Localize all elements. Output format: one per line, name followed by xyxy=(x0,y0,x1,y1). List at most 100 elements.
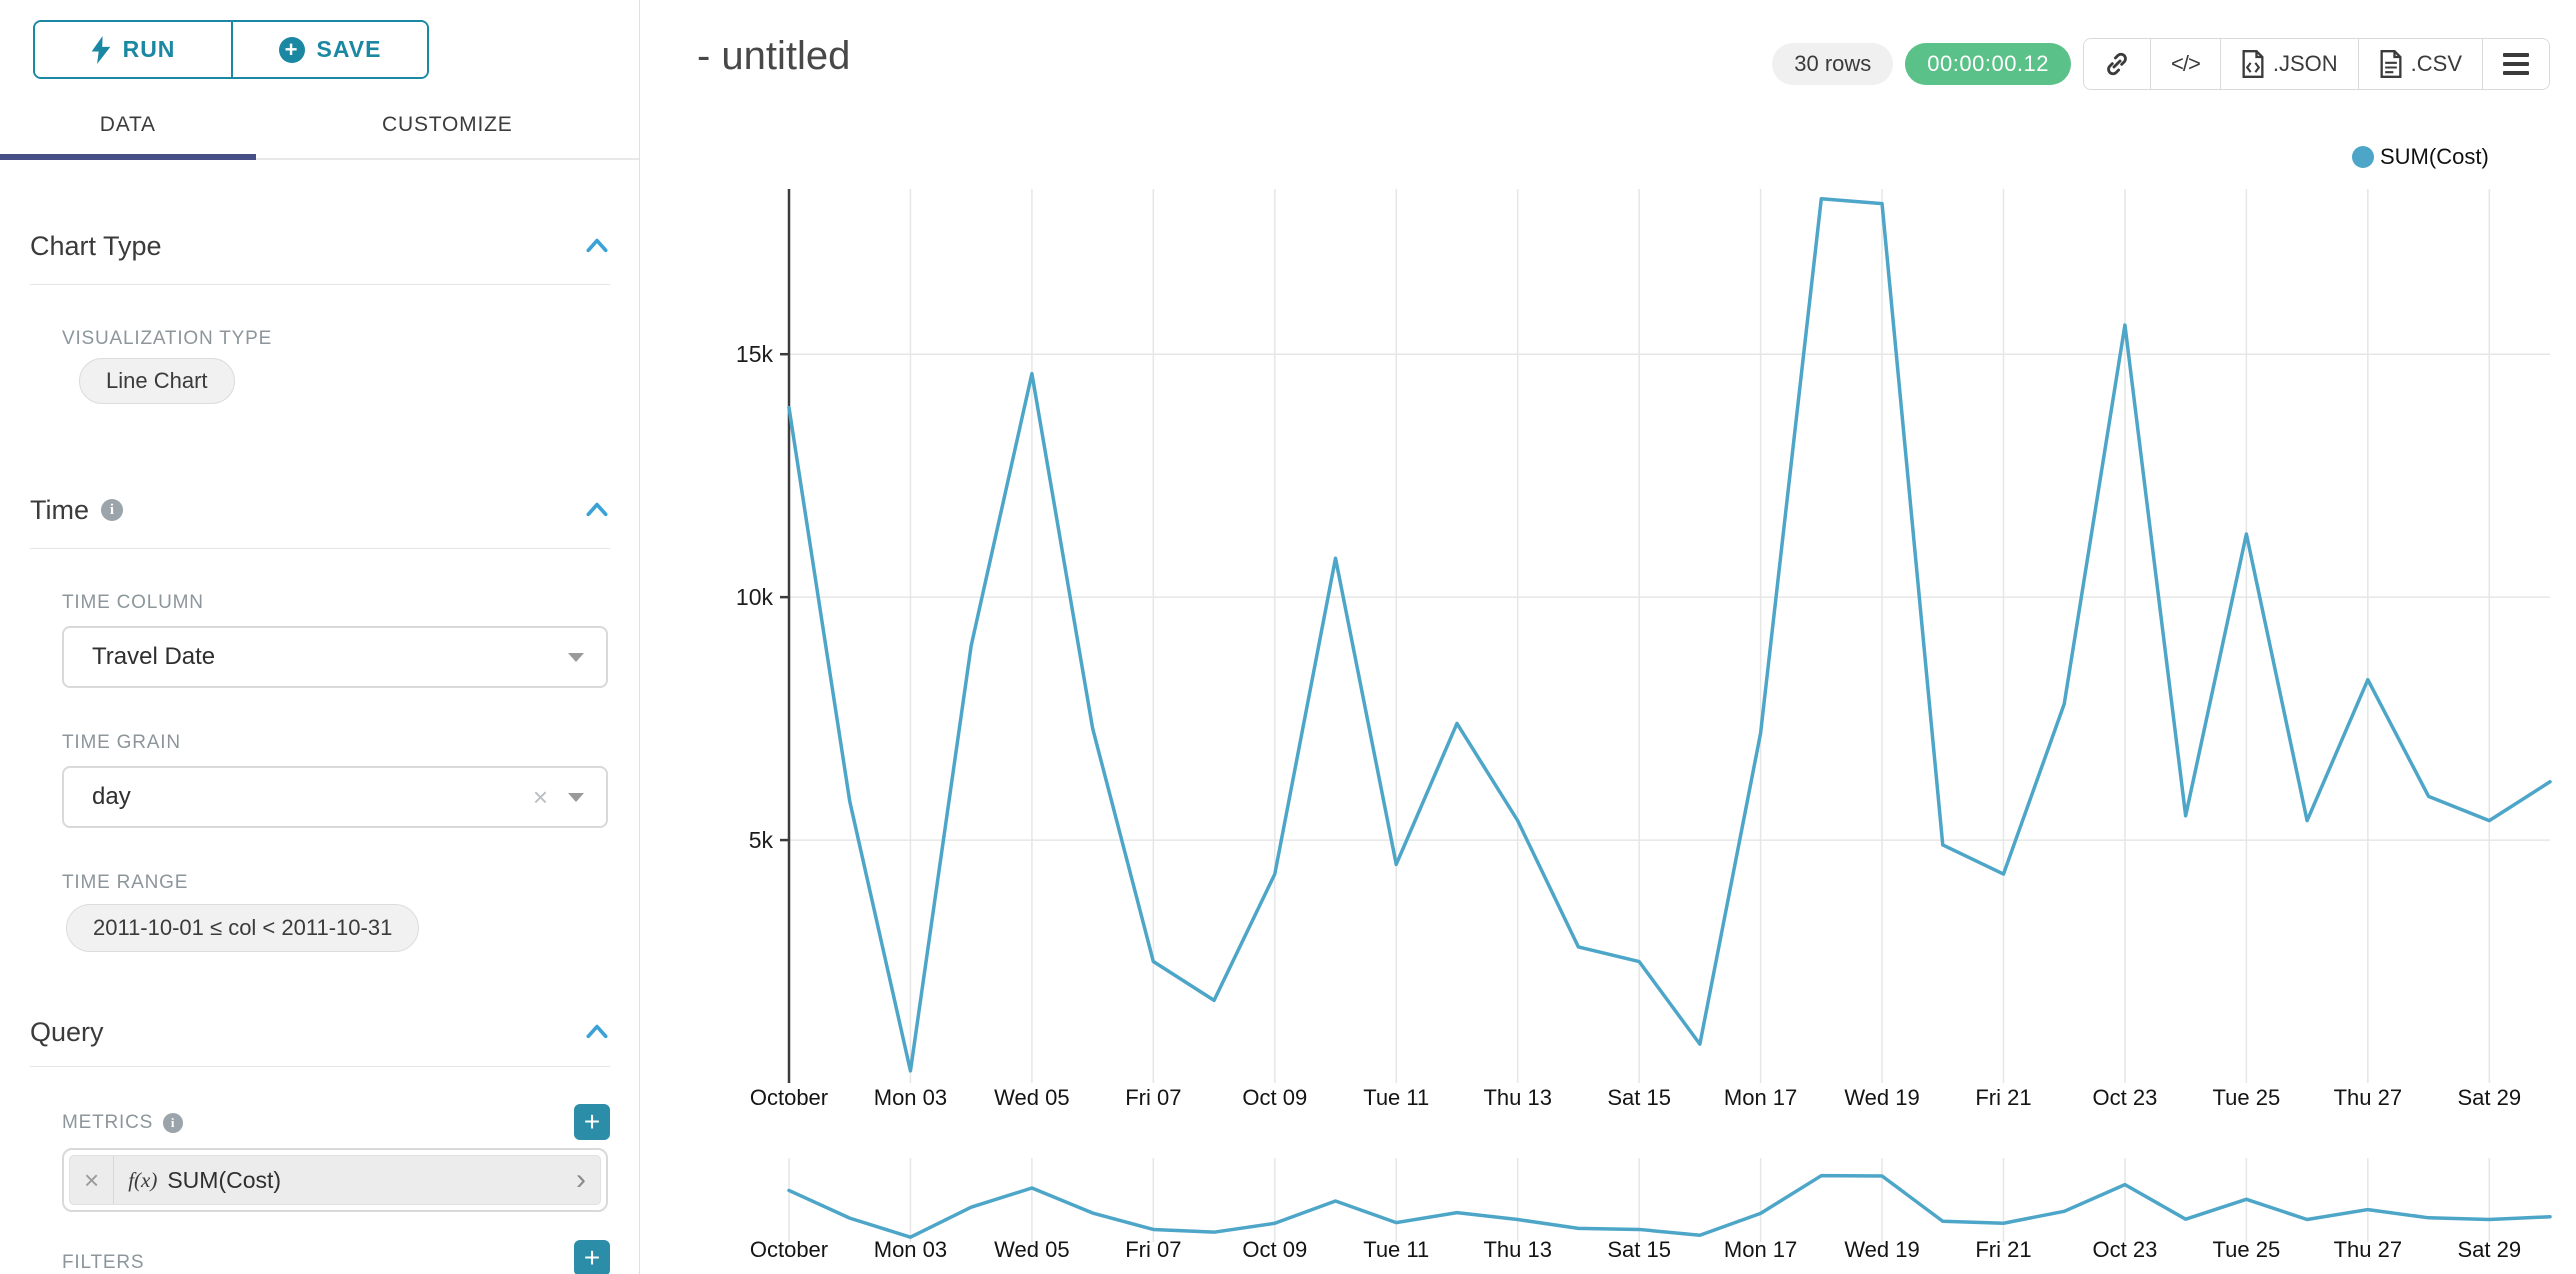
add-filter-button[interactable]: + xyxy=(574,1240,610,1274)
viz-type-pill[interactable]: Line Chart xyxy=(79,358,235,404)
svg-text:Thu 27: Thu 27 xyxy=(2334,1237,2403,1262)
svg-text:Mon 17: Mon 17 xyxy=(1724,1085,1797,1110)
add-metric-button[interactable]: + xyxy=(574,1104,610,1140)
chevron-up-icon[interactable] xyxy=(584,499,610,521)
series-layer xyxy=(787,196,2552,1073)
tab-data-label: DATA xyxy=(99,113,156,136)
svg-text:Fri 21: Fri 21 xyxy=(1975,1085,2031,1110)
context-brush-layer[interactable] xyxy=(787,1173,2552,1239)
control-panel-sidebar: RUN + SAVE DATA CUSTOMIZE Chart Type VIS… xyxy=(0,0,640,1274)
time-range-label: TIME RANGE xyxy=(62,872,189,893)
json-file-icon xyxy=(2242,50,2264,78)
chevron-up-icon[interactable] xyxy=(584,1021,610,1043)
svg-text:10k: 10k xyxy=(736,584,774,610)
chart-type-section-header[interactable]: Chart Type xyxy=(30,228,610,264)
svg-text:Fri 07: Fri 07 xyxy=(1125,1085,1181,1110)
chart-toolbar: 30 rows 00:00:00.12 </> xyxy=(1772,38,2550,90)
svg-text:Thu 13: Thu 13 xyxy=(1483,1085,1552,1110)
chart-menu-button[interactable] xyxy=(2482,39,2549,89)
svg-text:Fri 07: Fri 07 xyxy=(1125,1237,1181,1262)
csv-file-icon xyxy=(2380,50,2402,78)
svg-text:Sat 29: Sat 29 xyxy=(2457,1237,2521,1262)
svg-text:Tue 11: Tue 11 xyxy=(1363,1237,1429,1262)
view-query-button[interactable]: </> xyxy=(2150,39,2220,89)
tab-data[interactable]: DATA xyxy=(0,92,256,160)
row-count-badge: 30 rows xyxy=(1772,43,1894,85)
svg-text:Tue 11: Tue 11 xyxy=(1363,1085,1429,1110)
legend-swatch xyxy=(2352,146,2374,168)
svg-text:Wed 19: Wed 19 xyxy=(1844,1085,1919,1110)
time-column-select[interactable]: Travel Date xyxy=(62,626,608,688)
time-section-title: Time xyxy=(30,494,89,525)
export-csv-button[interactable]: .CSV xyxy=(2357,39,2482,89)
caret-down-icon[interactable] xyxy=(568,792,584,802)
svg-text:Oct 23: Oct 23 xyxy=(2093,1085,2158,1110)
plus-circle-icon: + xyxy=(278,36,305,63)
svg-text:October: October xyxy=(750,1237,828,1262)
svg-text:Wed 05: Wed 05 xyxy=(994,1237,1069,1262)
svg-text:Sat 15: Sat 15 xyxy=(1607,1085,1671,1110)
svg-text:Thu 27: Thu 27 xyxy=(2334,1085,2403,1110)
link-icon xyxy=(2107,52,2127,76)
time-range-pill[interactable]: 2011-10-01 ≤ col < 2011-10-31 xyxy=(66,904,420,952)
svg-text:October: October xyxy=(750,1085,828,1110)
svg-text:Tue 25: Tue 25 xyxy=(2213,1085,2281,1110)
query-section-header[interactable]: Query xyxy=(30,1014,610,1050)
legend-item[interactable]: SUM(Cost) xyxy=(2352,144,2489,170)
svg-text:Sat 15: Sat 15 xyxy=(1607,1237,1671,1262)
caret-down-icon[interactable] xyxy=(568,652,584,662)
chevron-up-icon[interactable] xyxy=(584,235,610,257)
divider xyxy=(113,1156,115,1204)
svg-text:Tue 25: Tue 25 xyxy=(2213,1237,2281,1262)
bolt-icon xyxy=(91,35,110,64)
code-icon: </> xyxy=(2171,51,2201,76)
chart-type-section-title: Chart Type xyxy=(30,230,162,261)
clear-icon[interactable]: × xyxy=(532,782,548,812)
svg-text:Oct 23: Oct 23 xyxy=(2093,1237,2158,1262)
short-link-button[interactable] xyxy=(2084,39,2151,89)
export-json-button[interactable]: .JSON xyxy=(2219,39,2358,89)
remove-metric-icon[interactable]: × xyxy=(84,1164,100,1195)
svg-text:Mon 03: Mon 03 xyxy=(874,1237,947,1262)
metrics-label-text: METRICS xyxy=(62,1112,154,1133)
panel-tabs: DATA CUSTOMIZE xyxy=(0,92,639,160)
chart-svg[interactable]: October October Mon 03 Mon 03 Wed 05 Wed 05 Fr… xyxy=(640,120,2576,1274)
time-column-label: TIME COLUMN xyxy=(62,592,204,613)
info-icon: i xyxy=(163,1113,184,1133)
query-timer-badge: 00:00:00.12 xyxy=(1905,43,2072,85)
query-section-title: Query xyxy=(30,1016,104,1047)
svg-text:Wed 05: Wed 05 xyxy=(994,1085,1069,1110)
export-csv-label: .CSV xyxy=(2410,51,2462,76)
tab-customize-label: CUSTOMIZE xyxy=(382,113,513,136)
info-icon: i xyxy=(101,499,123,521)
svg-text:Mon 17: Mon 17 xyxy=(1724,1237,1797,1262)
time-range-value: 2011-10-01 ≤ col < 2011-10-31 xyxy=(93,915,393,940)
menu-icon xyxy=(2503,53,2529,75)
chart-title[interactable]: - untitled xyxy=(697,34,851,78)
time-section-header[interactable]: Time i xyxy=(30,492,610,528)
save-button[interactable]: + SAVE xyxy=(231,22,427,77)
metric-pill[interactable]: × f(x) SUM(Cost) › xyxy=(69,1155,601,1205)
svg-text:Oct 09: Oct 09 xyxy=(1242,1237,1307,1262)
viz-type-label: VISUALIZATION TYPE xyxy=(62,328,273,349)
query-button-group: RUN + SAVE xyxy=(33,20,429,79)
legend-label: SUM(Cost) xyxy=(2380,144,2489,169)
chevron-right-icon[interactable]: › xyxy=(576,1163,586,1196)
export-button-group: </> .JSON .CSV xyxy=(2083,38,2550,90)
svg-text:Sat 29: Sat 29 xyxy=(2457,1085,2521,1110)
section-divider xyxy=(30,284,610,285)
metric-name: SUM(Cost) xyxy=(167,1166,282,1193)
time-grain-select[interactable]: day × xyxy=(62,766,608,828)
section-divider xyxy=(30,548,610,549)
fx-icon: f(x) xyxy=(128,1167,158,1192)
section-divider xyxy=(30,1066,610,1067)
svg-text:Wed 19: Wed 19 xyxy=(1844,1237,1919,1262)
run-button-label: RUN xyxy=(122,36,176,62)
svg-text:Oct 09: Oct 09 xyxy=(1242,1085,1307,1110)
svg-text:15k: 15k xyxy=(736,341,774,367)
axis-layer: October October Mon 03 Mon 03 Wed 05 Wed 05 Fr… xyxy=(736,189,2521,1262)
run-button[interactable]: RUN xyxy=(35,22,231,77)
tab-customize[interactable]: CUSTOMIZE xyxy=(256,92,639,158)
time-column-value: Travel Date xyxy=(92,643,216,670)
